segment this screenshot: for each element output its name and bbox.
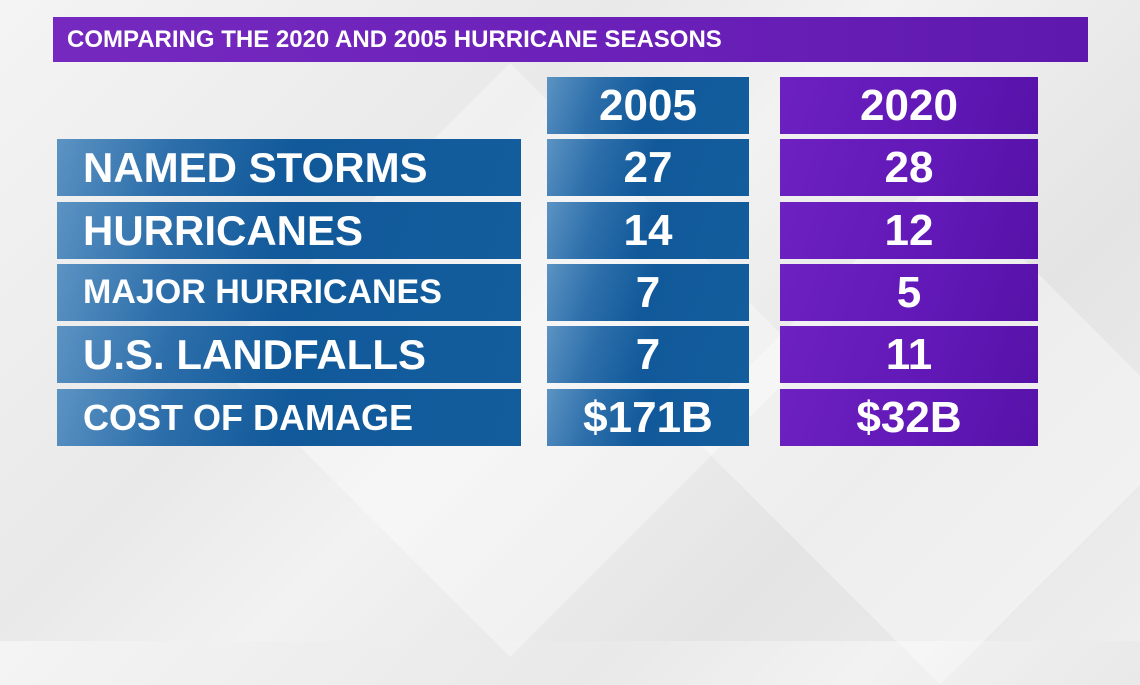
row-label: MAJOR HURRICANES	[57, 264, 521, 321]
cell-2005: 14	[547, 202, 749, 259]
cell-2005: $171B	[547, 389, 749, 446]
cell-2020: $32B	[780, 389, 1038, 446]
cell-2005: 7	[547, 264, 749, 321]
column-header-2005: 2005	[547, 77, 749, 134]
row-label: U.S. LANDFALLS	[57, 326, 521, 383]
cell-2020: 28	[780, 139, 1038, 196]
row-label: COST OF DAMAGE	[57, 389, 521, 446]
cell-2020: 12	[780, 202, 1038, 259]
row-label: HURRICANES	[57, 202, 521, 259]
column-header-2020: 2020	[780, 77, 1038, 134]
cell-2005: 27	[547, 139, 749, 196]
row-label: NAMED STORMS	[57, 139, 521, 196]
cell-2020: 11	[780, 326, 1038, 383]
title-bar: COMPARING THE 2020 AND 2005 HURRICANE SE…	[53, 17, 1088, 62]
cell-2005: 7	[547, 326, 749, 383]
chart-title: COMPARING THE 2020 AND 2005 HURRICANE SE…	[67, 26, 722, 53]
cell-2020: 5	[780, 264, 1038, 321]
